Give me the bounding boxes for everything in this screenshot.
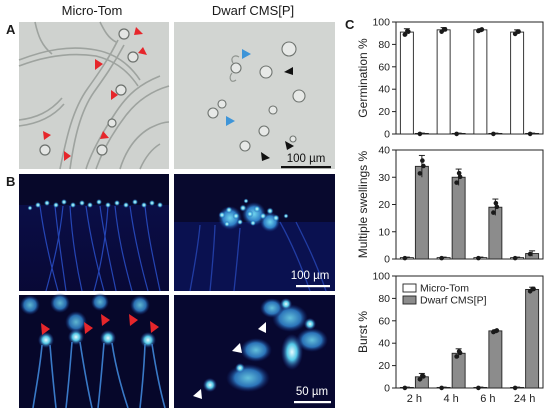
y-tick-label: 20 xyxy=(378,199,390,211)
replicate-dot xyxy=(493,328,499,334)
replicate-dot xyxy=(478,27,484,33)
scale-bar-b-bottom: 50 µm xyxy=(294,386,331,404)
y-tick-label: 40 xyxy=(378,145,390,157)
replicate-dot xyxy=(512,255,518,261)
panel-a-micro-tom-image xyxy=(18,21,170,170)
replicate-dot xyxy=(420,158,425,163)
replicate-dot xyxy=(530,286,535,292)
y-axis-label: Germination % xyxy=(356,38,370,118)
bar xyxy=(399,31,414,135)
x-tick-label: 4 h xyxy=(443,393,458,405)
y-tick-label: 80 xyxy=(378,293,390,305)
panel-letter-c: C xyxy=(345,17,355,32)
legend-swatch xyxy=(402,295,417,305)
scale-bar-b-top: 100 µm xyxy=(291,270,330,288)
panel-letter-a: A xyxy=(6,22,16,37)
panel-a-dwarf-image: 100 µm xyxy=(174,22,335,169)
replicate-dot xyxy=(476,385,481,391)
scale-bar-b-top-label: 100 µm xyxy=(291,270,330,282)
bar xyxy=(473,29,488,135)
chart-3: 0 20 40 60 80 100 Burst % 2 h 4 h 6 h 24 h Micro-To… xyxy=(356,271,544,405)
replicate-dot xyxy=(476,255,481,261)
replicate-dot xyxy=(402,255,408,261)
bar xyxy=(451,352,466,389)
legend-swatch xyxy=(402,283,417,293)
panel-b-dwarf-overview: 100 µm xyxy=(174,174,335,292)
replicate-dot xyxy=(402,385,408,391)
y-tick-label: 100 xyxy=(372,271,390,283)
x-tick-label: 24 h xyxy=(514,393,535,405)
bar xyxy=(451,176,466,260)
bar xyxy=(488,330,503,389)
y-axis-label: Burst % xyxy=(356,311,370,353)
bar xyxy=(414,165,429,260)
replicate-dot xyxy=(454,131,459,137)
y-tick-label: 0 xyxy=(384,383,390,395)
replicate-dot xyxy=(405,28,410,34)
legend-label: Micro-Tom xyxy=(420,283,469,295)
replicate-dot xyxy=(420,373,425,378)
y-tick-label: 30 xyxy=(378,172,390,184)
replicate-dot xyxy=(441,26,447,32)
chart-frame xyxy=(395,21,544,135)
replicate-dot xyxy=(439,385,444,391)
column-title-left: Micro-Tom xyxy=(62,3,123,18)
y-axis-label: Multiple swellings % xyxy=(356,150,370,258)
y-tick-label: 0 xyxy=(384,129,390,141)
replicate-dot xyxy=(515,29,520,34)
panel-letter-b: B xyxy=(6,174,15,189)
bar xyxy=(510,31,525,135)
replicate-dot xyxy=(417,131,423,137)
replicate-dot xyxy=(439,255,444,261)
replicate-dot xyxy=(402,32,408,37)
panel-b-micro-tom-closeup xyxy=(19,293,169,409)
scale-bar-b-bottom-label: 50 µm xyxy=(296,386,328,398)
replicate-dot xyxy=(417,376,423,382)
y-tick-label: 40 xyxy=(378,84,390,96)
replicate-dot xyxy=(456,170,462,176)
bar xyxy=(436,29,451,135)
replicate-dot xyxy=(457,174,463,180)
panel-b-micro-tom-overview xyxy=(19,174,169,292)
y-tick-label: 60 xyxy=(378,61,390,73)
y-tick-label: 80 xyxy=(378,39,390,51)
y-tick-label: 60 xyxy=(378,315,390,327)
scale-bar-a-label: 100 µm xyxy=(287,153,326,165)
y-tick-label: 20 xyxy=(378,106,390,118)
legend-label: Dwarf CMS[P] xyxy=(420,295,487,307)
bar xyxy=(525,288,540,389)
replicate-dot xyxy=(491,131,496,137)
panel-b-dwarf-closeup: 50 µm xyxy=(174,295,335,408)
replicate-dot xyxy=(494,204,500,210)
y-tick-label: 10 xyxy=(378,226,390,238)
column-title-right: Dwarf CMS[P] xyxy=(212,3,294,18)
replicate-dot xyxy=(417,171,423,176)
replicate-dot xyxy=(527,131,533,137)
replicate-dot xyxy=(454,180,459,185)
chart-2: 0 10 20 30 40 Multiple swellings % xyxy=(356,145,544,266)
replicate-dot xyxy=(456,349,462,354)
replicate-dot xyxy=(491,210,496,215)
replicate-dot xyxy=(527,251,533,257)
y-tick-label: 40 xyxy=(378,338,390,350)
chart-frame xyxy=(395,275,544,389)
x-tick-label: 6 h xyxy=(480,393,495,405)
y-tick-label: 20 xyxy=(378,360,390,372)
replicate-dot xyxy=(454,354,459,359)
scale-bar-a: 100 µm xyxy=(281,153,331,169)
replicate-dot xyxy=(493,200,499,206)
y-tick-label: 0 xyxy=(384,254,390,266)
replicate-dot xyxy=(512,385,518,391)
replicate-dot xyxy=(421,163,426,169)
y-tick-label: 100 xyxy=(372,17,390,29)
x-tick-label: 2 h xyxy=(407,393,422,405)
